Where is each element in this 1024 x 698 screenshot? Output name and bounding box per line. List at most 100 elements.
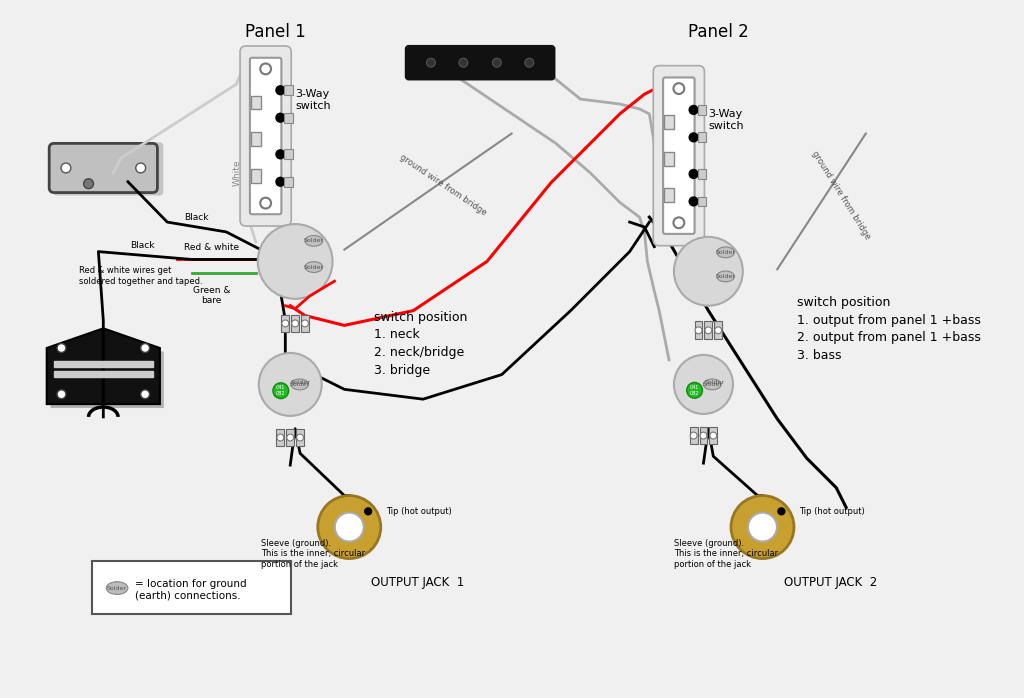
Circle shape <box>136 163 145 173</box>
Bar <box>699 426 708 445</box>
Bar <box>715 322 722 339</box>
Text: OUTPUT JACK  2: OUTPUT JACK 2 <box>784 577 878 589</box>
Circle shape <box>700 432 707 439</box>
Text: Tip (hot output): Tip (hot output) <box>799 507 864 516</box>
Polygon shape <box>47 328 160 404</box>
Ellipse shape <box>291 379 308 389</box>
Circle shape <box>292 320 299 327</box>
Text: 3-Way
switch: 3-Way switch <box>295 89 331 111</box>
Ellipse shape <box>106 581 128 595</box>
Circle shape <box>674 217 684 228</box>
Text: Solder: Solder <box>716 250 735 255</box>
Circle shape <box>335 512 364 542</box>
Text: 1. output from panel 1 +bass: 1. output from panel 1 +bass <box>797 313 981 327</box>
Circle shape <box>84 179 93 188</box>
Text: 3-Way
switch: 3-Way switch <box>709 109 744 131</box>
FancyBboxPatch shape <box>653 66 705 246</box>
Text: Solder: Solder <box>291 380 310 385</box>
Text: Solder: Solder <box>304 239 324 244</box>
Bar <box>282 315 289 332</box>
Circle shape <box>687 383 702 398</box>
Circle shape <box>57 343 66 352</box>
Bar <box>291 315 299 332</box>
Text: Solder: Solder <box>716 274 735 279</box>
Text: ground wire from bridge: ground wire from bridge <box>397 152 487 217</box>
Bar <box>665 152 674 165</box>
Circle shape <box>525 58 534 67</box>
Ellipse shape <box>305 262 323 272</box>
Text: Solder: Solder <box>304 265 324 269</box>
Circle shape <box>297 434 303 441</box>
Circle shape <box>287 434 294 441</box>
Text: Tip (hot output): Tip (hot output) <box>386 507 452 516</box>
Text: 041
082: 041 082 <box>690 385 699 396</box>
FancyBboxPatch shape <box>49 143 158 193</box>
Text: 1. neck: 1. neck <box>374 328 420 341</box>
Circle shape <box>301 320 308 327</box>
Circle shape <box>259 353 322 416</box>
Text: Red & white: Red & white <box>184 243 239 251</box>
Text: 2. output from panel 1 +bass: 2. output from panel 1 +bass <box>797 332 981 344</box>
Text: switch position: switch position <box>374 311 467 324</box>
Bar <box>285 177 293 186</box>
Circle shape <box>258 224 333 299</box>
Circle shape <box>260 198 271 209</box>
Circle shape <box>140 389 150 399</box>
Bar <box>697 169 707 179</box>
Circle shape <box>689 197 698 206</box>
Bar <box>697 197 707 207</box>
Bar <box>705 322 713 339</box>
Ellipse shape <box>717 247 734 258</box>
Text: White: White <box>232 160 242 186</box>
Circle shape <box>674 355 733 414</box>
Bar <box>53 361 153 366</box>
Text: Solder: Solder <box>702 382 722 387</box>
Circle shape <box>365 508 372 515</box>
Circle shape <box>140 343 150 352</box>
Circle shape <box>748 512 777 542</box>
Text: Red & white wires get
soldered together and taped.: Red & white wires get soldered together … <box>79 267 203 285</box>
Circle shape <box>276 177 285 186</box>
Circle shape <box>674 237 742 306</box>
Text: Sleeve (ground).
This is the inner, circular
portion of the jack: Sleeve (ground). This is the inner, circ… <box>674 539 778 569</box>
Text: Green &
bare: Green & bare <box>193 286 230 306</box>
Circle shape <box>276 86 285 95</box>
Text: Panel 1: Panel 1 <box>245 23 306 41</box>
Circle shape <box>705 327 712 334</box>
Circle shape <box>276 113 285 122</box>
Bar <box>296 429 304 447</box>
Circle shape <box>61 163 71 173</box>
Ellipse shape <box>703 379 721 389</box>
Bar <box>285 149 293 159</box>
FancyBboxPatch shape <box>250 58 282 214</box>
Bar <box>690 426 697 445</box>
Bar <box>694 322 702 339</box>
Circle shape <box>282 320 289 327</box>
Bar <box>53 371 153 376</box>
FancyBboxPatch shape <box>53 142 163 195</box>
Text: Solder: Solder <box>705 380 724 385</box>
Bar <box>285 113 293 123</box>
Circle shape <box>689 170 698 179</box>
Circle shape <box>690 432 697 439</box>
Circle shape <box>427 58 435 67</box>
Text: Panel 2: Panel 2 <box>688 23 749 41</box>
Bar <box>710 426 717 445</box>
Circle shape <box>710 432 717 439</box>
Circle shape <box>674 83 684 94</box>
Bar <box>276 429 285 447</box>
Bar <box>665 188 674 202</box>
Bar <box>251 132 261 146</box>
Circle shape <box>778 508 784 515</box>
Polygon shape <box>50 332 164 408</box>
Circle shape <box>317 496 381 558</box>
FancyBboxPatch shape <box>406 46 554 80</box>
Text: Black: Black <box>130 241 155 250</box>
Text: OUTPUT JACK  1: OUTPUT JACK 1 <box>371 577 464 589</box>
Bar <box>665 115 674 129</box>
Circle shape <box>493 58 502 67</box>
FancyBboxPatch shape <box>664 77 694 234</box>
Circle shape <box>260 64 271 74</box>
Circle shape <box>731 496 794 558</box>
Bar <box>285 85 293 95</box>
